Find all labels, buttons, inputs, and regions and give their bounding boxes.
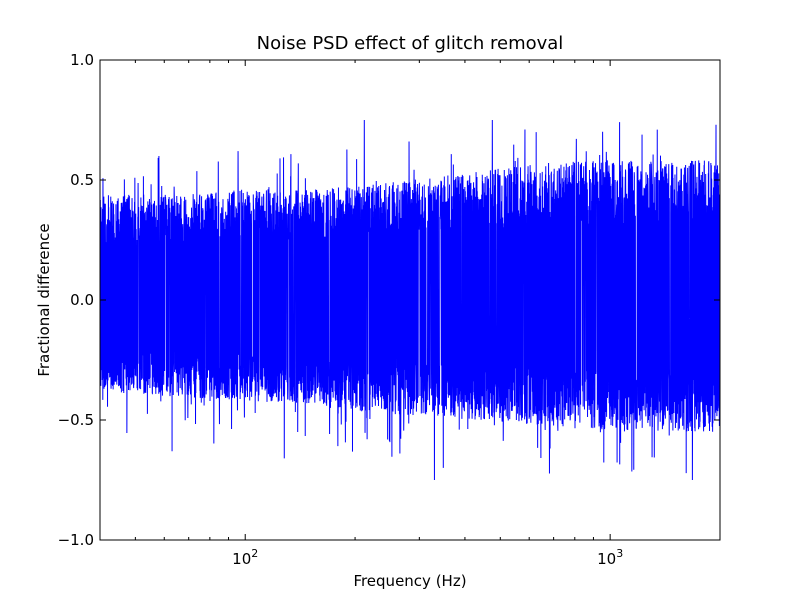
x-axis-label: Frequency (Hz) xyxy=(353,572,466,590)
y-tick-label: 0.5 xyxy=(70,171,94,189)
x-axis: 102 103 xyxy=(99,60,721,568)
series-line xyxy=(100,119,720,481)
x-tick-label: 102 xyxy=(232,547,258,568)
x-tick-label: 103 xyxy=(597,547,623,568)
y-tick-label: −1.0 xyxy=(58,531,94,549)
y-tick-label: −0.5 xyxy=(58,411,94,429)
y-tick-label: 1.0 xyxy=(70,51,94,69)
series-path xyxy=(100,119,720,481)
chart-title: Noise PSD effect of glitch removal xyxy=(257,33,564,54)
y-axis: −1.0 −0.5 0.0 0.5 1.0 xyxy=(58,51,720,549)
y-tick-label: 0.0 xyxy=(70,291,94,309)
y-axis-label: Fractional difference xyxy=(35,223,53,376)
